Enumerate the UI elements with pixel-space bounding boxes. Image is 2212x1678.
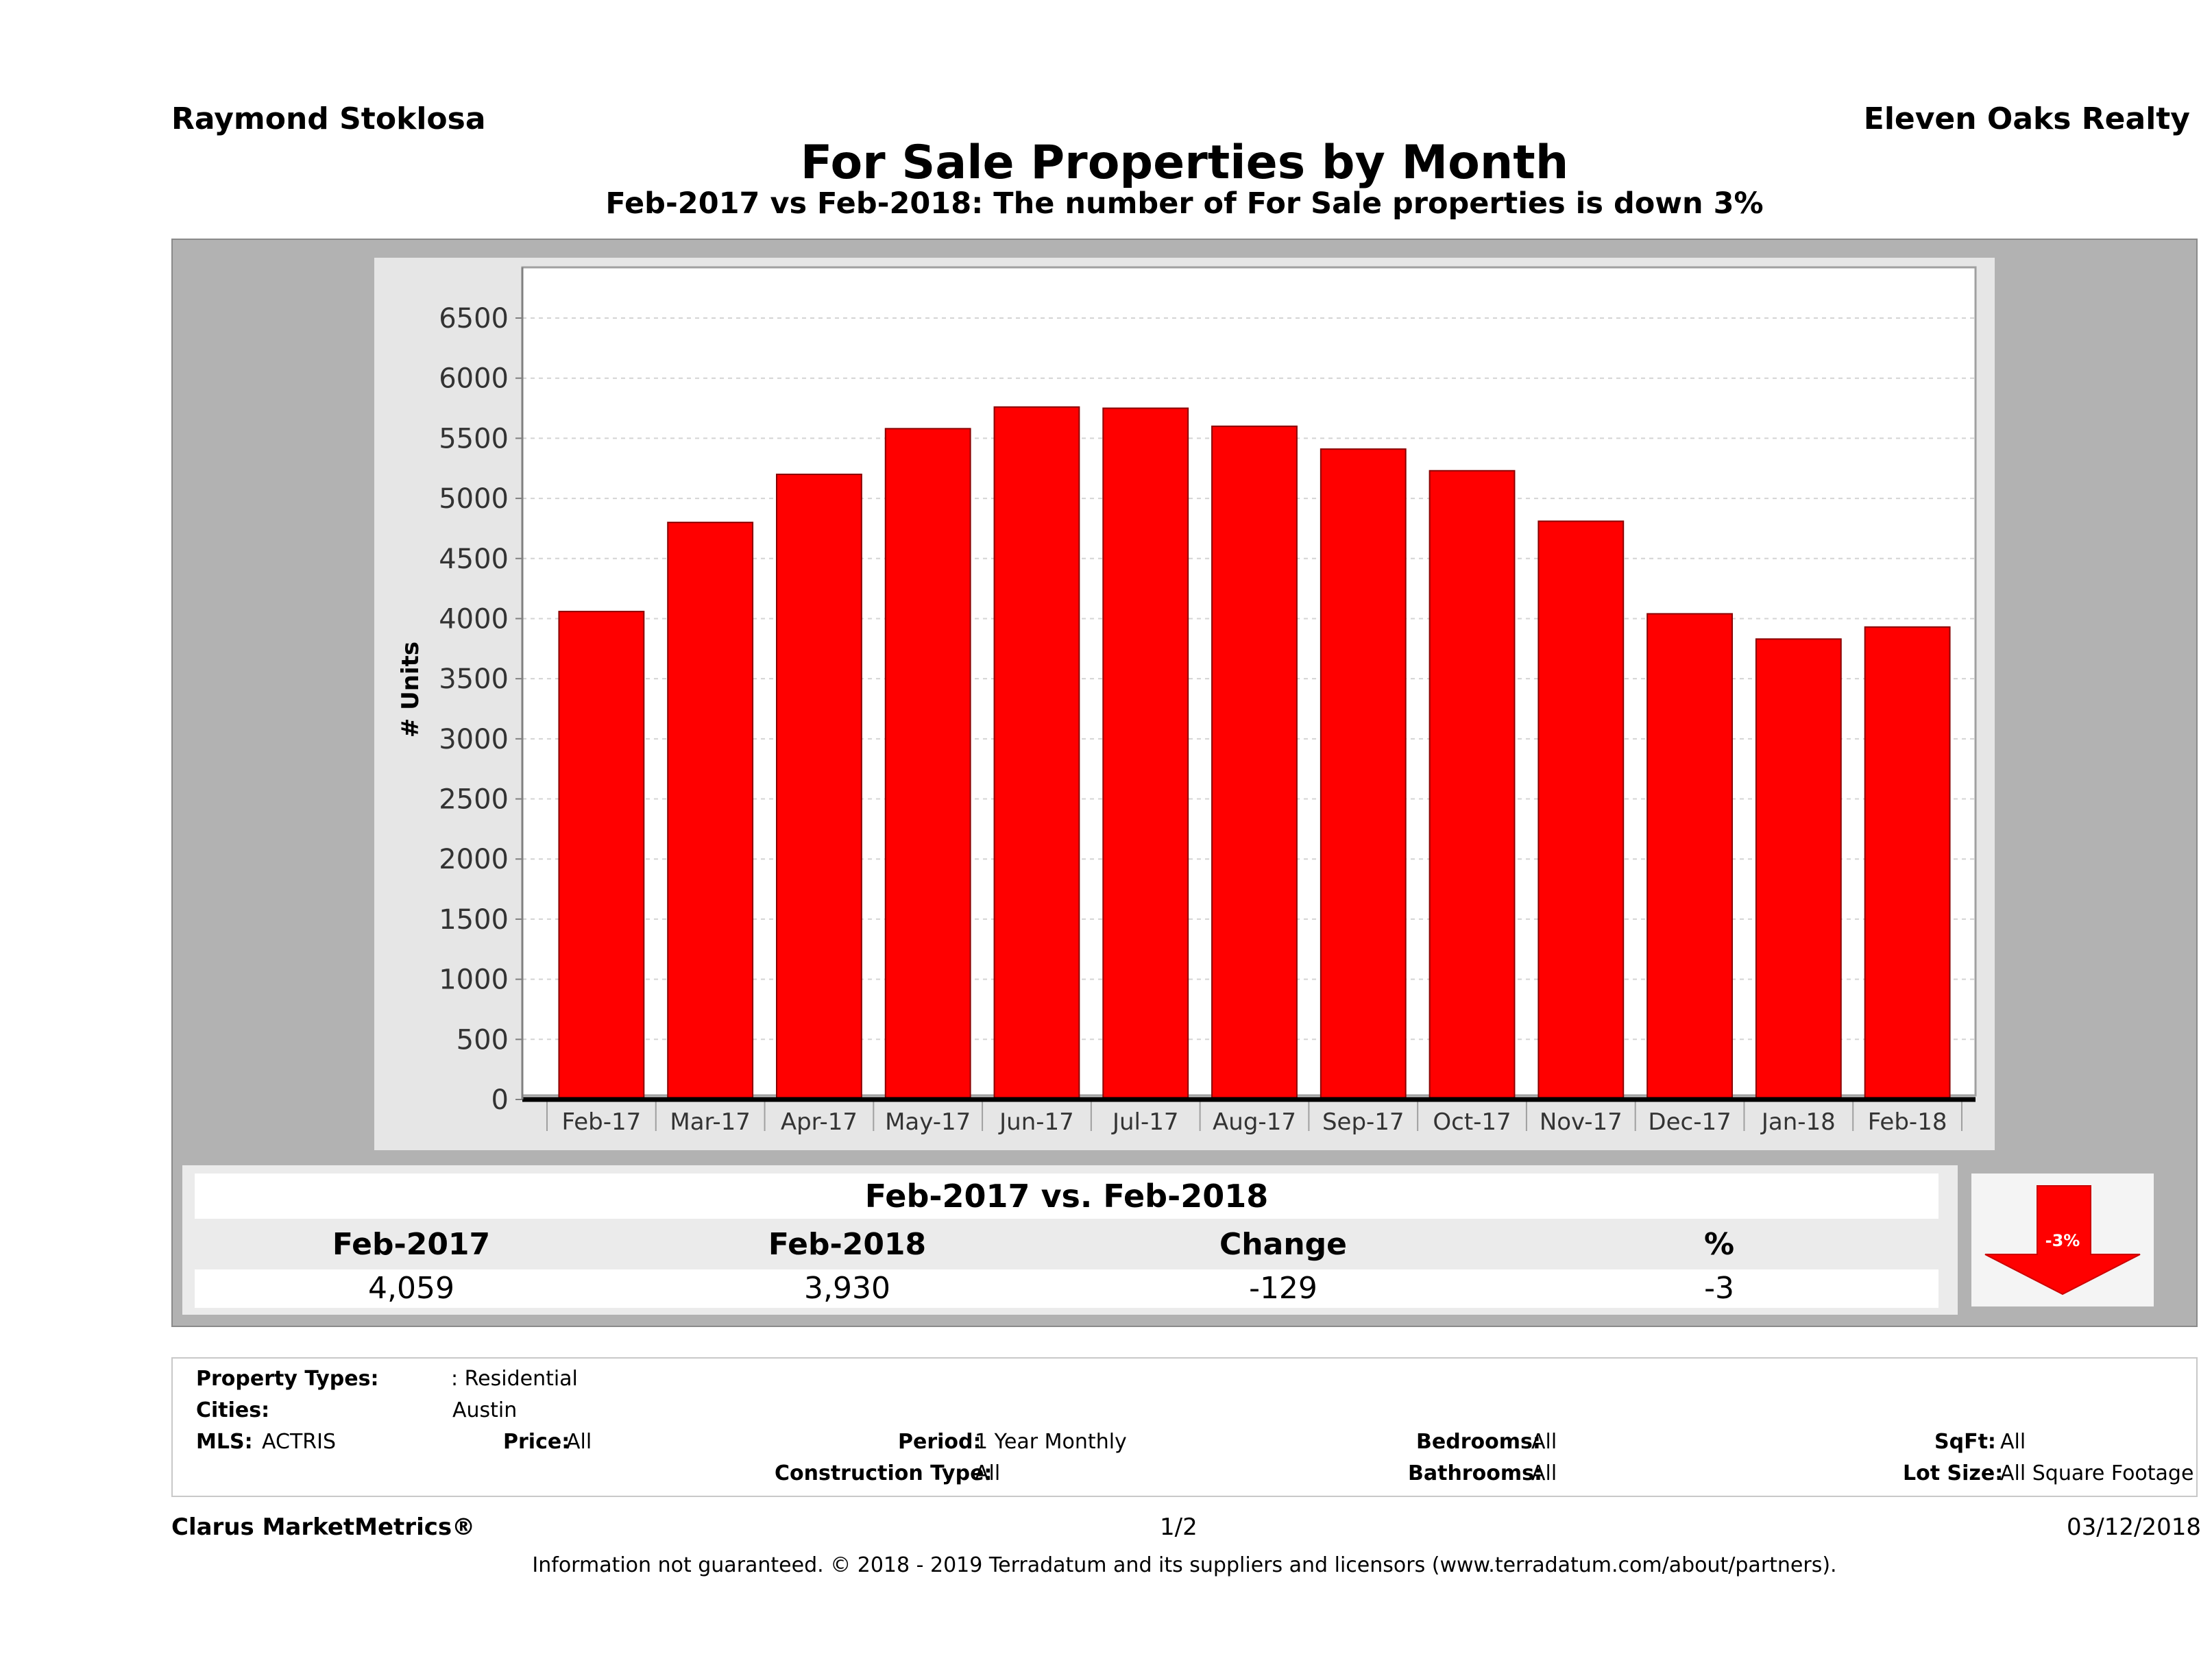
report-date: 03/12/2018 <box>2067 1513 2201 1541</box>
bar <box>1211 425 1298 1101</box>
bar <box>1429 470 1516 1100</box>
x-tick-label: Mar-17 <box>670 1108 751 1136</box>
x-tick-label: Feb-18 <box>1868 1108 1947 1136</box>
y-tick-label: 6000 <box>439 363 509 395</box>
y-tick-label: 0 <box>491 1084 509 1116</box>
summary-title: Feb-2017 vs. Feb-2018 <box>195 1174 1938 1219</box>
bar <box>993 406 1080 1101</box>
cities-label: Cities: <box>196 1398 270 1422</box>
mls-label: MLS: <box>196 1430 253 1454</box>
summary-value-change: -129 <box>1249 1271 1317 1306</box>
property-types-label: Property Types: <box>196 1367 379 1391</box>
bedrooms-value: All <box>1531 1430 1557 1454</box>
chart-title: For Sale Properties by Month <box>800 136 1569 190</box>
bar <box>1320 448 1407 1100</box>
bathrooms-label: Bathrooms: <box>1408 1461 1542 1485</box>
footer-brand: Clarus MarketMetrics® <box>171 1513 476 1541</box>
summary-header-start: Feb-2017 <box>332 1227 491 1262</box>
change-indicator-label: -3% <box>2045 1231 2080 1250</box>
x-tick-label: Feb-17 <box>562 1108 642 1136</box>
x-tick-label: Sep-17 <box>1322 1108 1405 1136</box>
disclaimer: Information not guaranteed. © 2018 - 201… <box>532 1553 1837 1577</box>
summary-header-end: Feb-2018 <box>768 1227 927 1262</box>
y-tick-label: 5000 <box>439 483 509 515</box>
change-indicator: -3% <box>1971 1174 2154 1306</box>
page-number: 1/2 <box>1160 1513 1198 1541</box>
bedrooms-label: Bedrooms: <box>1416 1430 1541 1454</box>
summary-value-end: 3,930 <box>804 1271 890 1306</box>
y-tick-label: 5500 <box>439 423 509 454</box>
agent-name: Raymond Stoklosa <box>171 101 486 136</box>
sqft-label: SqFt: <box>1934 1430 1996 1454</box>
summary-header-change: Change <box>1219 1227 1347 1262</box>
summary-value-percent: -3 <box>1704 1271 1734 1306</box>
y-axis-label: # Units <box>397 642 424 738</box>
y-tick-label: 1000 <box>439 964 509 996</box>
y-tick-label: 6500 <box>439 303 509 335</box>
bar <box>667 522 754 1100</box>
x-tick-label: May-17 <box>885 1108 971 1136</box>
bathrooms-value: All <box>1531 1461 1557 1485</box>
construction-type-label: Construction Type: <box>775 1461 993 1485</box>
bar <box>776 474 862 1100</box>
property-types-value: : Residential <box>451 1367 578 1391</box>
y-tick-label: 3500 <box>439 664 509 695</box>
price-label: Price: <box>503 1430 570 1454</box>
lot-size-label: Lot Size: <box>1903 1461 2004 1485</box>
x-tick-label: Oct-17 <box>1433 1108 1511 1136</box>
period-label: Period: <box>898 1430 982 1454</box>
y-tick-label: 4500 <box>439 544 509 575</box>
x-tick-label: Jul-17 <box>1111 1108 1179 1136</box>
period-value: 1 Year Monthly <box>975 1430 1127 1454</box>
cities-value: Austin <box>452 1398 518 1422</box>
bar <box>558 611 645 1100</box>
sqft-value: All <box>2000 1430 2026 1454</box>
bar <box>1646 613 1733 1100</box>
down-arrow-icon: -3% <box>1984 1185 2141 1296</box>
x-tick-label: Jun-17 <box>998 1108 1074 1136</box>
summary-value-row <box>195 1269 1938 1308</box>
y-tick-label: 500 <box>457 1024 509 1056</box>
x-tick-label: Apr-17 <box>781 1108 858 1136</box>
bar-chart: 0 500 1000 1500 2000 2500 3000 3500 4000 4500 5000… <box>397 266 1977 1136</box>
y-tick-label: 1500 <box>439 904 509 936</box>
price-value: All <box>566 1430 592 1454</box>
x-tick-label: Dec-17 <box>1648 1108 1731 1136</box>
summary-value-start: 4,059 <box>368 1271 454 1306</box>
y-tick-label: 2000 <box>439 844 509 875</box>
construction-type-value: All <box>975 1461 1001 1485</box>
bar <box>884 428 971 1101</box>
bars <box>558 406 1951 1101</box>
x-tick-label: Jan-18 <box>1760 1108 1836 1136</box>
lot-size-value: All Square Footage <box>2000 1461 2194 1485</box>
bar <box>1102 407 1189 1101</box>
x-tick-label: Aug-17 <box>1213 1108 1296 1136</box>
mls-value: ACTRIS <box>262 1430 337 1454</box>
grid-lines <box>522 317 1976 1041</box>
y-axis-ticks: 0 500 1000 1500 2000 2500 3000 3500 4000 4500 5000… <box>439 303 522 1116</box>
y-tick-label: 3000 <box>439 724 509 755</box>
bar <box>1538 520 1625 1100</box>
x-axis-ticks: Feb-17 Mar-17 Apr-17 May-17 Jun-17 Jul-17 Aug-… <box>521 267 1976 1136</box>
brokerage-name: Eleven Oaks Realty <box>1863 101 2190 136</box>
summary-header-percent: % <box>1703 1227 1735 1262</box>
x-tick-label: Nov-17 <box>1540 1108 1622 1136</box>
filter-criteria <box>171 1357 2198 1497</box>
bar <box>1864 626 1951 1100</box>
bar <box>1755 638 1842 1100</box>
y-tick-label: 2500 <box>439 784 509 816</box>
y-tick-label: 4000 <box>439 603 509 635</box>
chart-subtitle: Feb-2017 vs Feb-2018: The number of For … <box>605 186 1764 221</box>
